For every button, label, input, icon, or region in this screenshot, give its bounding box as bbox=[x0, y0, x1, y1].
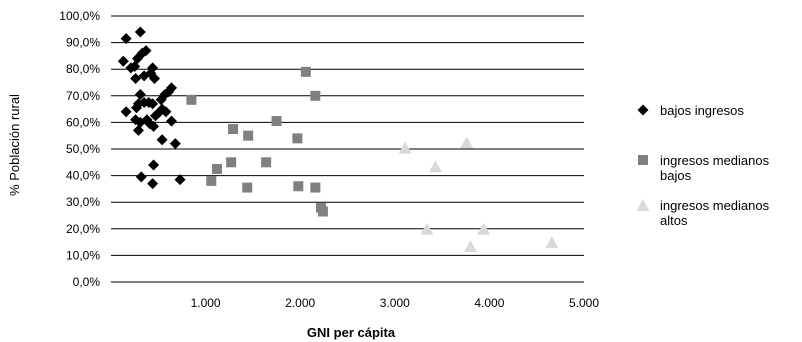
legend-marker bbox=[637, 104, 649, 116]
data-point-series-3 bbox=[463, 240, 477, 253]
data-point-series-1 bbox=[149, 110, 161, 122]
data-point-series-2 bbox=[293, 181, 304, 192]
y-axis-title: % Población rural bbox=[7, 94, 22, 196]
data-point-series-1 bbox=[169, 138, 181, 150]
data-point-series-2 bbox=[211, 163, 222, 174]
data-point-series-2 bbox=[228, 124, 239, 135]
x-tick-label: 5.000 bbox=[569, 296, 599, 310]
data-point-series-3 bbox=[428, 160, 442, 173]
x-tick-label: 4.000 bbox=[474, 296, 504, 310]
legend-marker bbox=[638, 155, 648, 165]
y-tick-label: 40,0% bbox=[66, 169, 100, 183]
gridlines bbox=[111, 15, 584, 283]
data-point-series-1 bbox=[148, 120, 160, 132]
data-point-series-3 bbox=[460, 136, 474, 149]
data-point-series-2 bbox=[317, 206, 328, 217]
y-tick-label: 100,0% bbox=[59, 9, 100, 23]
data-point-series-2 bbox=[243, 130, 254, 141]
x-tick-label: 3.000 bbox=[380, 296, 410, 310]
data-point-series-2 bbox=[206, 175, 217, 186]
y-tick-label: 0,0% bbox=[73, 275, 101, 289]
data-point-series-1 bbox=[166, 115, 178, 127]
data-point-series-1 bbox=[120, 106, 132, 118]
data-point-series-1 bbox=[134, 88, 146, 100]
legend: bajos ingresos ingresos medianos bajos ingr… bbox=[636, 103, 770, 228]
data-point-series-1 bbox=[166, 82, 178, 94]
data-point-series-3 bbox=[545, 236, 559, 249]
data-point-series-2 bbox=[261, 157, 272, 168]
legend-label: ingresos medianos bajos bbox=[660, 153, 770, 183]
data-point-series-1 bbox=[134, 26, 146, 38]
data-point-series-1 bbox=[140, 45, 152, 57]
y-tick-label: 80,0% bbox=[66, 62, 100, 76]
data-point-series-2 bbox=[292, 133, 303, 144]
data-point-series-1 bbox=[147, 98, 159, 110]
data-point-series-2 bbox=[226, 157, 237, 168]
data-point-series-1 bbox=[156, 134, 168, 146]
x-tick-label: 2.000 bbox=[285, 296, 315, 310]
y-tick-label: 60,0% bbox=[66, 115, 100, 129]
data-point-series-3 bbox=[477, 222, 491, 235]
data-point-series-1 bbox=[120, 33, 132, 45]
data-point-series-2 bbox=[310, 182, 321, 193]
data-point-series-1 bbox=[148, 159, 160, 171]
y-tick-label: 50,0% bbox=[66, 142, 100, 156]
data-point-series-1 bbox=[149, 73, 161, 85]
data-point-series-2 bbox=[186, 94, 197, 105]
legend-label: bajos ingresos bbox=[660, 103, 744, 118]
data-point-series-3 bbox=[420, 222, 434, 235]
data-point-series-2 bbox=[271, 116, 282, 127]
data-point-series-1 bbox=[160, 106, 172, 118]
data-point-series-2 bbox=[300, 66, 311, 77]
data-point-series-1 bbox=[135, 171, 147, 183]
data-point-series-1 bbox=[174, 174, 186, 186]
y-tick-labels: 0,0% 10,0% 20,0% 30,0% 40,0% 50,0% 60,0% 70,0% 8… bbox=[59, 9, 100, 289]
legend-marker bbox=[636, 199, 650, 211]
data-point-series-2 bbox=[242, 182, 253, 193]
y-tick-label: 10,0% bbox=[66, 248, 100, 262]
data-point-series-1 bbox=[132, 124, 144, 136]
data-point-series-3 bbox=[398, 141, 412, 154]
data-point-series-1 bbox=[117, 55, 129, 67]
x-tick-labels: 1.000 2.000 3.000 4.000 5.000 bbox=[191, 296, 600, 310]
x-tick-label: 1.000 bbox=[191, 296, 221, 310]
x-axis-title: GNI per cápita bbox=[307, 325, 396, 340]
legend-label: ingresos medianos altos bbox=[660, 198, 770, 228]
data-points bbox=[117, 26, 559, 253]
data-point-series-1 bbox=[130, 73, 142, 85]
data-point-series-1 bbox=[138, 70, 150, 82]
data-point-series-2 bbox=[310, 90, 321, 101]
y-tick-label: 20,0% bbox=[66, 222, 100, 236]
y-tick-label: 90,0% bbox=[66, 36, 100, 50]
data-point-series-1 bbox=[147, 178, 159, 190]
y-tick-label: 70,0% bbox=[66, 89, 100, 103]
data-point-series-1 bbox=[147, 62, 159, 74]
y-tick-label: 30,0% bbox=[66, 195, 100, 209]
data-point-series-1 bbox=[131, 102, 143, 114]
